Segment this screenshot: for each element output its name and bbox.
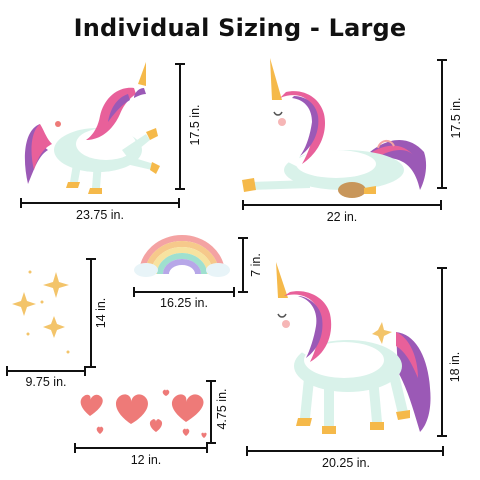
height-measure-line [437, 267, 447, 437]
width-measure-line [74, 443, 208, 453]
page-title: Individual Sizing - Large [73, 14, 407, 42]
unicorn-standing-illustration [252, 262, 431, 434]
width-label: 16.25 in. [160, 296, 208, 310]
height-label: 18 in. [448, 351, 462, 383]
height-label: 17.5 in. [449, 97, 463, 139]
hearts-illustration [80, 389, 207, 438]
unicorn-prancing-illustration [24, 62, 160, 194]
height-measure-line [238, 237, 248, 293]
height-measure-line [437, 59, 447, 189]
width-label: 9.75 in. [25, 375, 67, 389]
width-measure-line [133, 287, 235, 297]
height-measure-line [86, 258, 96, 368]
width-measure-line [246, 446, 444, 456]
height-label: 17.5 in. [188, 104, 202, 146]
unicorn-lying-illustration [242, 58, 427, 198]
height-label: 14 in. [94, 297, 108, 329]
rainbow-illustration [134, 235, 230, 277]
width-measure-line [20, 198, 180, 208]
height-label: 4.75 in. [215, 388, 229, 430]
height-measure-line [206, 380, 216, 444]
width-label: 23.75 in. [76, 208, 124, 222]
height-measure-line [175, 63, 185, 190]
width-label: 12 in. [130, 453, 162, 467]
sparkles-illustration [12, 270, 70, 354]
width-measure-line [6, 366, 86, 376]
width-label: 22 in. [326, 210, 358, 224]
width-measure-line [242, 200, 442, 210]
width-label: 20.25 in. [322, 456, 370, 470]
